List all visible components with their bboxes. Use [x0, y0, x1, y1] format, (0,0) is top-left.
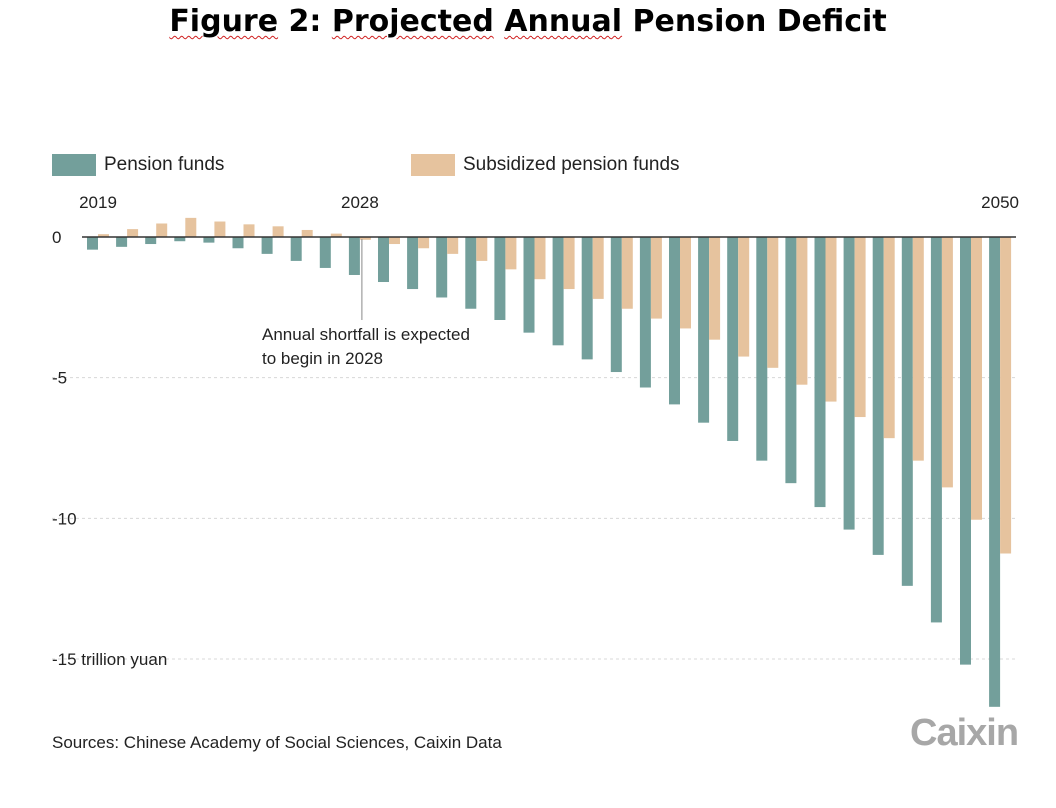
bar-subsidized-pension-funds — [98, 234, 109, 237]
bar-pension-funds — [232, 237, 244, 249]
bar-subsidized-pension-funds — [680, 237, 691, 329]
x-tick-label: 2050 — [981, 193, 1019, 212]
bar-subsidized-pension-funds — [447, 237, 459, 254]
y-tick-label: -5 — [52, 369, 67, 388]
legend-swatch-pension — [52, 154, 96, 176]
x-tick-label: 2028 — [341, 193, 379, 212]
bar-subsidized-pension-funds — [767, 237, 779, 368]
bar-pension-funds — [843, 237, 855, 530]
title-segment: 2: — [278, 4, 332, 39]
bar-pension-funds — [523, 237, 535, 333]
bar-pension-funds — [901, 237, 913, 586]
bar-pension-funds — [145, 237, 157, 245]
brand-logo: Caixin — [910, 712, 1019, 754]
y-tick-label: 0 — [52, 228, 61, 247]
bar-pension-funds — [814, 237, 826, 508]
bar-subsidized-pension-funds — [243, 224, 255, 237]
bar-pension-funds — [407, 237, 419, 290]
bar-subsidized-pension-funds — [534, 237, 546, 280]
y-tick-label: -10 — [52, 509, 77, 528]
chart-title: Figure 2: Projected Annual Pension Defic… — [0, 4, 1056, 39]
bar-pension-funds — [494, 237, 506, 320]
bar-pension-funds — [116, 237, 128, 247]
bar-subsidized-pension-funds — [971, 237, 982, 520]
title-segment: Pension Deficit — [622, 4, 887, 39]
bar-subsidized-pension-funds — [941, 237, 953, 488]
bar-subsidized-pension-funds — [854, 237, 866, 418]
y-tick-label: -15 trillion yuan — [52, 650, 167, 669]
bar-pension-funds — [639, 237, 651, 388]
title-segment: Figure — [169, 4, 279, 39]
legend-label-pension: Pension funds — [104, 154, 225, 175]
bar-pension-funds — [989, 237, 1001, 707]
bar-pension-funds — [669, 237, 680, 405]
bar-pension-funds — [261, 237, 273, 254]
bar-pension-funds — [348, 237, 360, 275]
legend-subsidized: Subsidized pension funds — [411, 154, 680, 176]
bar-pension-funds — [581, 237, 593, 360]
bar-pension-funds — [290, 237, 302, 261]
annotation-text: to begin in 2028 — [262, 349, 383, 368]
bar-pension-funds — [552, 237, 564, 346]
bar-subsidized-pension-funds — [127, 229, 139, 237]
bar-subsidized-pension-funds — [330, 233, 342, 237]
bar-subsidized-pension-funds — [825, 237, 837, 402]
bar-pension-funds — [960, 237, 971, 665]
bar-pension-funds — [698, 237, 710, 423]
bar-subsidized-pension-funds — [359, 237, 371, 240]
bar-subsidized-pension-funds — [185, 217, 197, 237]
bar-pension-funds — [785, 237, 797, 484]
bar-pension-funds — [930, 237, 942, 623]
bar-subsidized-pension-funds — [476, 237, 488, 261]
bar-subsidized-pension-funds — [650, 237, 662, 319]
bar-subsidized-pension-funds — [709, 237, 721, 340]
bar-subsidized-pension-funds — [883, 237, 895, 439]
annotation-text: Annual shortfall is expected — [262, 325, 470, 344]
bar-subsidized-pension-funds — [563, 237, 575, 290]
bar-pension-funds — [174, 237, 186, 242]
bar-pension-funds — [203, 237, 215, 243]
source-note: Sources: Chinese Academy of Social Scien… — [52, 733, 502, 752]
bar-subsidized-pension-funds — [214, 221, 226, 237]
bar-pension-funds — [756, 237, 768, 461]
bar-subsidized-pension-funds — [592, 237, 604, 299]
bar-pension-funds — [872, 237, 884, 555]
bar-subsidized-pension-funds — [912, 237, 924, 461]
bar-subsidized-pension-funds — [389, 237, 400, 245]
bar-pension-funds — [465, 237, 477, 309]
title-segment: Projected — [331, 4, 494, 39]
bar-pension-funds — [87, 237, 98, 250]
title-segment: Annual — [504, 4, 623, 39]
legend-swatch-subsidized — [411, 154, 455, 176]
bar-pension-funds — [378, 237, 389, 283]
legend-label-subsidized: Subsidized pension funds — [463, 154, 680, 175]
bar-subsidized-pension-funds — [272, 226, 284, 237]
bar-subsidized-pension-funds — [505, 237, 517, 270]
bar-subsidized-pension-funds — [796, 237, 808, 385]
legend-pension: Pension funds — [52, 154, 224, 176]
bar-subsidized-pension-funds — [738, 237, 750, 357]
bar-pension-funds — [436, 237, 448, 298]
bar-subsidized-pension-funds — [1000, 237, 1012, 554]
bar-subsidized-pension-funds — [621, 237, 633, 309]
bar-pension-funds — [610, 237, 622, 373]
bar-pension-funds — [727, 237, 739, 441]
x-tick-label: 2019 — [79, 193, 117, 212]
bar-pension-funds — [319, 237, 331, 268]
bar-subsidized-pension-funds — [156, 223, 168, 237]
bar-subsidized-pension-funds — [301, 229, 313, 237]
bar-subsidized-pension-funds — [418, 237, 430, 249]
